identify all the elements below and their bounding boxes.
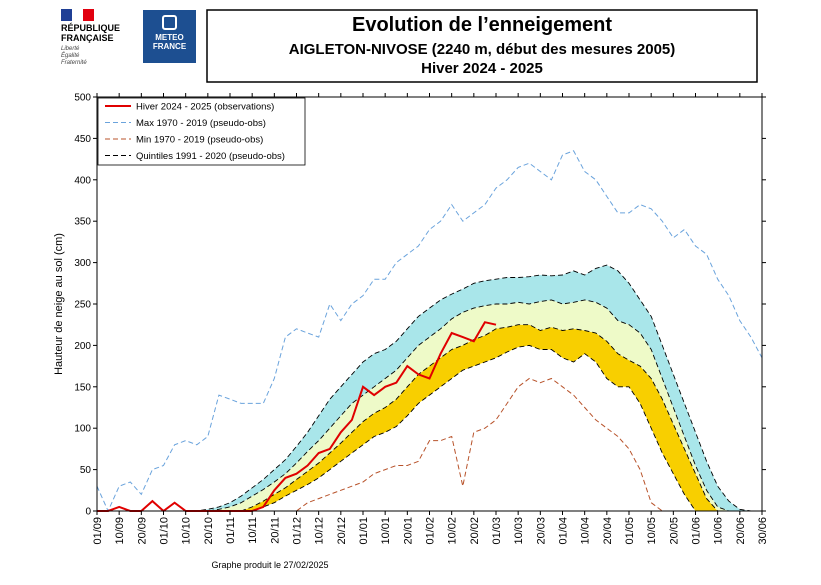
- motto: Égalité: [61, 52, 80, 59]
- legend-label: Quintiles 1991 - 2020 (pseudo-obs): [136, 151, 285, 162]
- legend-box: [97, 97, 306, 166]
- x-tick-label: 20/12: [336, 517, 348, 545]
- x-tick-label: 10/12: [314, 517, 326, 545]
- x-tick-label: 01/03: [491, 517, 503, 545]
- chart-title: Evolution de l’enneigement: [352, 14, 612, 36]
- republic-text: RÉPUBLIQUE: [61, 23, 120, 33]
- chart-subtitle: Hiver 2024 - 2025: [421, 60, 543, 77]
- quintile-band: [97, 324, 762, 511]
- x-tick-label: 20/11: [269, 517, 281, 544]
- x-tick-label: 01/02: [425, 517, 437, 545]
- x-tick-label: 20/05: [668, 517, 680, 545]
- series-line: [96, 150, 763, 513]
- legend-label: Hiver 2024 - 2025 (observations): [136, 102, 274, 113]
- x-tick-label: 20/06: [735, 517, 747, 545]
- agency-logo: METEO FRANCE: [143, 10, 196, 63]
- x-tick-label: 01/09: [92, 517, 104, 545]
- x-tick-label: 20/02: [469, 517, 481, 545]
- x-tick-label: 10/06: [713, 517, 725, 545]
- x-tick-label: 10/10: [181, 517, 193, 545]
- quintile-line: [97, 344, 762, 512]
- x-tick-label: 10/05: [646, 517, 658, 545]
- motto: Liberté: [61, 46, 80, 52]
- x-tick-label: 01/12: [292, 517, 304, 545]
- quintile-band: [97, 299, 762, 511]
- flag-red: [83, 9, 94, 21]
- chart-subtitle: AIGLETON-NIVOSE (2240 m, début des mesur…: [289, 41, 676, 58]
- y-tick-label: 100: [74, 424, 91, 435]
- y-tick-label: 500: [74, 93, 91, 104]
- x-tick-label: 10/02: [447, 517, 459, 545]
- x-tick-label: 30/06: [757, 517, 769, 545]
- y-axis-label: Hauteur de neige au sol (cm): [53, 233, 65, 375]
- agency-text: FRANCE: [153, 42, 187, 51]
- legend-label: Max 1970 - 2019 (pseudo-obs): [136, 118, 266, 129]
- x-tick-label: 20/01: [402, 517, 414, 545]
- x-tick-label: 20/04: [602, 517, 614, 545]
- x-tick-label: 01/01: [358, 517, 370, 545]
- y-tick-label: 0: [85, 507, 91, 518]
- x-tick-label: 01/11: [225, 517, 237, 544]
- y-tick-label: 250: [74, 300, 91, 311]
- series-line: [97, 377, 663, 512]
- footer: Graphe produit le 27/02/2025: [211, 560, 328, 570]
- motto: Fraternité: [61, 60, 87, 66]
- legend-label: Min 1970 - 2019 (pseudo-obs): [136, 135, 263, 146]
- agency-icon: [162, 15, 177, 30]
- x-tick-label: 01/10: [159, 517, 171, 545]
- republic-logo: RÉPUBLIQUE FRANÇAISE Liberté Égalité Fra…: [61, 9, 120, 66]
- x-tick-label: 01/06: [691, 517, 703, 545]
- y-tick-label: 300: [74, 258, 91, 269]
- title-box: [206, 9, 758, 83]
- quintile-line: [97, 299, 762, 512]
- quintile-line: [97, 264, 762, 512]
- plot-area: 0 50 100 150 200 250 300 350 400 450 500 01/09 10/09…: [74, 93, 769, 545]
- quintile-band: [97, 265, 762, 511]
- x-tick-label: 10/09: [114, 517, 126, 545]
- x-tick-label: 10/01: [380, 517, 392, 545]
- agency-text: METEO: [155, 33, 183, 42]
- y-tick-label: 50: [80, 465, 92, 476]
- x-tick-label: 20/09: [136, 517, 148, 545]
- quintile-line: [97, 324, 762, 512]
- y-tick-label: 150: [74, 382, 91, 393]
- legend: Hiver 2024 - 2025 (observations) Max 1970…: [97, 97, 306, 166]
- x-tick-label: 20/10: [203, 517, 215, 545]
- agency-box: [143, 10, 196, 63]
- x-tick-label: 10/04: [580, 517, 592, 545]
- x-tick-label: 10/11: [247, 517, 259, 544]
- x-tick-label: 01/04: [558, 517, 570, 545]
- x-tick-label: 01/05: [624, 517, 636, 545]
- y-tick-label: 400: [74, 175, 91, 186]
- flag-white: [72, 9, 83, 21]
- x-tick-label: 20/03: [535, 517, 547, 545]
- republic-text: FRANÇAISE: [61, 33, 114, 43]
- y-tick-label: 450: [74, 134, 91, 145]
- y-tick-label: 200: [74, 341, 91, 352]
- y-tick-label: 350: [74, 217, 91, 228]
- flag-blue: [61, 9, 72, 21]
- x-tick-label: 10/03: [513, 517, 525, 545]
